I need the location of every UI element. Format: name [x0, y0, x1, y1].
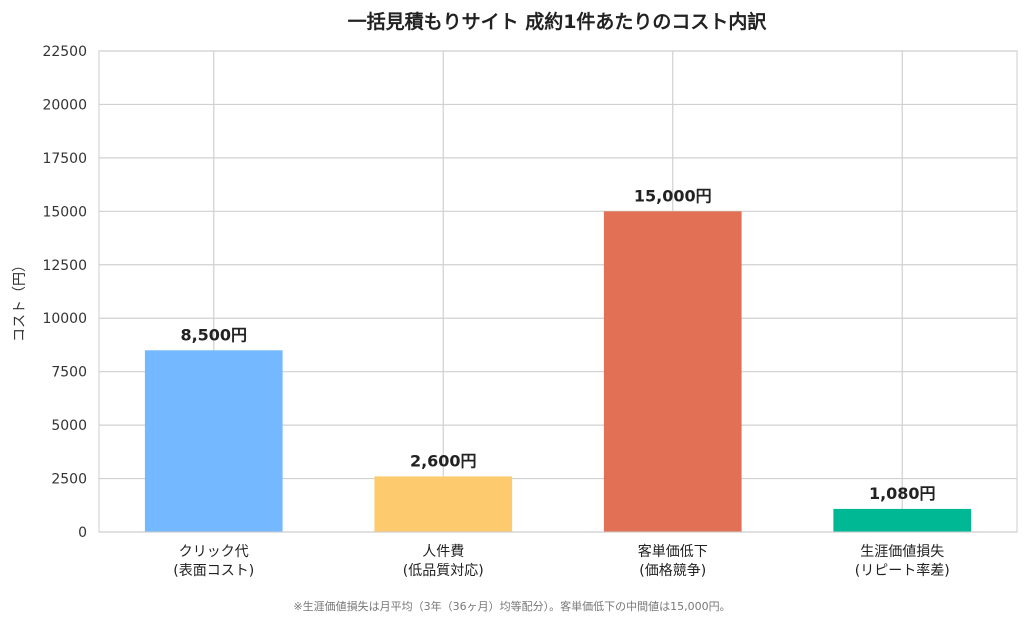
- chart-title: 一括見積もりサイト 成約1件あたりのコスト内訳: [348, 10, 768, 33]
- bar: [603, 211, 742, 533]
- category-label: (リピート率差): [855, 562, 950, 579]
- bars: [144, 211, 972, 533]
- y-tick-label: 10000: [42, 311, 87, 327]
- y-tick-label: 17500: [42, 151, 87, 167]
- bar: [374, 476, 513, 532]
- bar: [144, 350, 283, 532]
- category-label: (低品質対応): [403, 563, 484, 579]
- bar: [833, 508, 972, 532]
- category-label: (表面コスト): [173, 563, 254, 579]
- footnote: ※生涯価値損失は月平均（3年（36ヶ月）均等配分）。客単価低下の中間値は15,0…: [293, 599, 730, 613]
- y-tick-label: 12500: [42, 258, 87, 274]
- y-tick-label: 15000: [42, 204, 87, 220]
- y-axis-label: コスト（円）: [12, 258, 28, 342]
- data-labels: 8,500円 2,600円 15,000円 1,080円: [180, 186, 935, 503]
- y-tick-label: 5000: [51, 418, 87, 434]
- bar-value-label: 2,600円: [410, 451, 477, 470]
- x-axis-categories: クリック代 (表面コスト) 人件費 (低品質対応) 客単価低下 (価格競争) 生涯価値損失 (…: [173, 543, 949, 579]
- y-tick-label: 22500: [42, 44, 87, 60]
- y-tick-label: 20000: [42, 97, 87, 113]
- category-label: 客単価低下: [638, 543, 708, 560]
- y-tick-label: 0: [78, 525, 87, 541]
- category-label: 生涯価値損失: [860, 544, 944, 560]
- category-label: 人件費: [422, 544, 464, 560]
- bar-value-label: 15,000円: [634, 186, 712, 205]
- bar-value-label: 8,500円: [180, 325, 247, 344]
- plot-frame: [98, 50, 1018, 533]
- category-label: (価格競争): [639, 563, 706, 579]
- y-tick-label: 2500: [51, 472, 87, 488]
- y-axis-ticks: 0 2500 5000 7500 10000 12500 15000 17500 20000 22…: [42, 44, 87, 541]
- y-tick-label: 7500: [51, 365, 87, 381]
- category-label: クリック代: [179, 544, 249, 560]
- bar-value-label: 1,080円: [869, 484, 936, 503]
